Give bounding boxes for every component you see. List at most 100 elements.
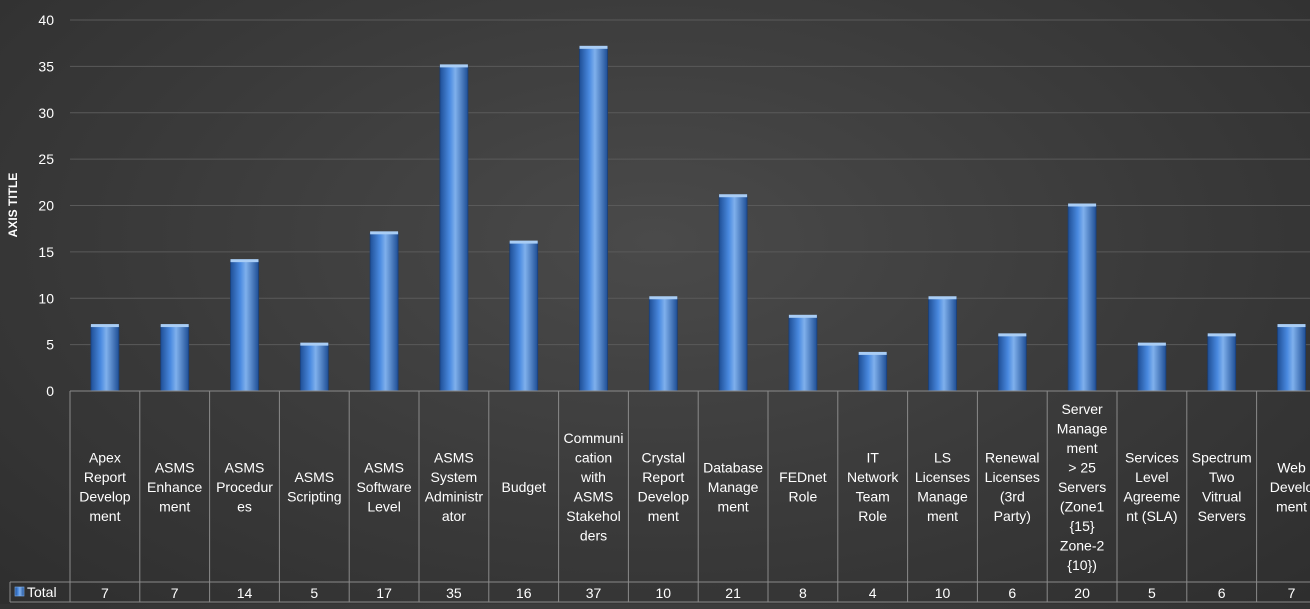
bar [1138, 343, 1166, 391]
category-label: ASMS Enhance ment [147, 459, 202, 514]
value-label: 14 [237, 585, 253, 601]
y-tick-label: 35 [38, 58, 54, 74]
value-label: 8 [799, 585, 807, 601]
bars [91, 46, 1306, 391]
bar-cap [859, 352, 887, 355]
bar [929, 296, 957, 391]
category-label: IT Network Team Role [847, 450, 899, 525]
y-tick-label: 40 [38, 12, 54, 28]
bar-cap [719, 194, 747, 197]
value-label: 10 [935, 585, 951, 601]
value-label: 20 [1074, 585, 1090, 601]
category-label: LS Licenses Manage ment [915, 450, 970, 525]
bar-cap [789, 315, 817, 318]
bar-body [510, 243, 538, 391]
bar [91, 324, 119, 391]
bar-cap [929, 296, 957, 299]
category-label: ASMS Scripting [287, 469, 341, 505]
value-label: 10 [656, 585, 672, 601]
value-label: 5 [310, 585, 318, 601]
bar [1208, 333, 1236, 391]
category-label: Renewal Licenses (3rd Party) [985, 450, 1040, 525]
category-label: Spectrum Two Vitrual Servers [1192, 450, 1252, 525]
bar-body [719, 196, 747, 391]
category-label: Services Level Agreeme nt (SLA) [1123, 450, 1180, 525]
bar-body [789, 317, 817, 391]
value-label: 7 [101, 585, 109, 601]
category-label: Database Manage ment [703, 459, 763, 514]
category-label: Server Manage ment > 25 Servers (Zone1 {15} Zon… [1057, 401, 1108, 573]
bar-cap [231, 259, 259, 262]
y-tick-label: 5 [46, 337, 54, 353]
bar-cap [998, 333, 1026, 336]
bar-body [440, 66, 468, 391]
bar [649, 296, 677, 391]
bar-body [1068, 206, 1096, 392]
value-label: 37 [586, 585, 602, 601]
bar-cap [1068, 204, 1096, 207]
bar-body [370, 233, 398, 391]
value-label: 17 [376, 585, 392, 601]
category-label: ASMS Procedur es [216, 459, 273, 514]
y-tick-label: 25 [38, 151, 54, 167]
bar-body [580, 48, 608, 391]
category-label: ASMS System Administr ator [425, 450, 484, 525]
value-label: 35 [446, 585, 462, 601]
category-label: Crystal Report Develop ment [638, 450, 690, 525]
bar [510, 241, 538, 391]
bar-body [91, 326, 119, 391]
value-label: 7 [1288, 585, 1296, 601]
bar-cap [580, 46, 608, 49]
value-label: 4 [869, 585, 877, 601]
bar-body [1138, 345, 1166, 391]
y-tick-label: 30 [38, 105, 54, 121]
category-label: Communi cation with ASMS Stakehol ders [564, 430, 624, 544]
y-axis: AXIS TITLE 0 5 10 15 20 25 30 35 40 [6, 12, 54, 399]
category-label: Web Develo ment [1270, 459, 1310, 514]
bar [998, 333, 1026, 391]
bar [440, 64, 468, 391]
bar-cap [1278, 324, 1306, 327]
bar-body [161, 326, 189, 391]
bar-body [231, 261, 259, 391]
value-label: 5 [1148, 585, 1156, 601]
bar-cap [510, 241, 538, 244]
bar [789, 315, 817, 391]
bar-body [929, 298, 957, 391]
bar-cap [440, 64, 468, 67]
y-tick-label: 15 [38, 244, 54, 260]
bar-cap [1138, 343, 1166, 346]
y-tick-label: 20 [38, 198, 54, 214]
data-table: Apex Report Develop ment ASMS Enhance ment ASMS… [10, 391, 1310, 602]
bar [719, 194, 747, 391]
legend-key [15, 587, 24, 596]
bar-body [300, 345, 328, 391]
bar-cap [300, 343, 328, 346]
y-tick-label: 0 [46, 383, 54, 399]
bar [231, 259, 259, 391]
bar [859, 352, 887, 391]
bar-body [649, 298, 677, 391]
value-label: 21 [725, 585, 741, 601]
bar-cap [161, 324, 189, 327]
bar-body [1208, 335, 1236, 391]
category-label: Budget [502, 479, 546, 495]
bar-cap [1208, 333, 1236, 336]
y-tick-label: 10 [38, 290, 54, 306]
y-axis-title: AXIS TITLE [6, 173, 20, 238]
category-label: FEDnet Role [779, 469, 827, 505]
bar [370, 231, 398, 391]
bar-cap [91, 324, 119, 327]
bar-body [1278, 326, 1306, 391]
category-label: ASMS Software Level [356, 459, 411, 514]
category-label: Apex Report Develop ment [79, 450, 131, 525]
bar-body [998, 335, 1026, 391]
series-name: Total [27, 584, 57, 600]
value-label: 16 [516, 585, 532, 601]
value-label: 6 [1008, 585, 1016, 601]
bar [1278, 324, 1306, 391]
bar-cap [649, 296, 677, 299]
bar [300, 343, 328, 391]
